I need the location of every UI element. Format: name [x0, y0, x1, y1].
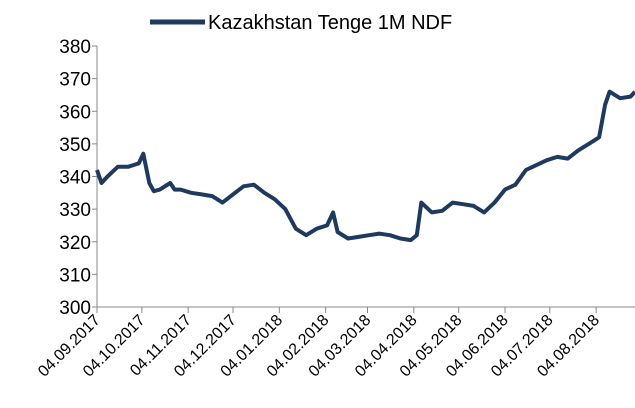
y-tick-label: 350 — [59, 135, 91, 156]
y-tick-label: 310 — [59, 265, 91, 286]
y-tick-label: 370 — [59, 70, 91, 91]
y-tick-label: 300 — [59, 298, 91, 319]
y-tick-label: 340 — [59, 168, 91, 189]
y-tick-label: 380 — [59, 37, 91, 58]
data-line — [95, 89, 635, 243]
legend-label: Kazakhstan Tenge 1M NDF — [208, 12, 452, 34]
y-tick-label: 320 — [59, 233, 91, 254]
y-tick-label: 330 — [59, 200, 91, 221]
y-tick-label: 360 — [59, 102, 91, 123]
